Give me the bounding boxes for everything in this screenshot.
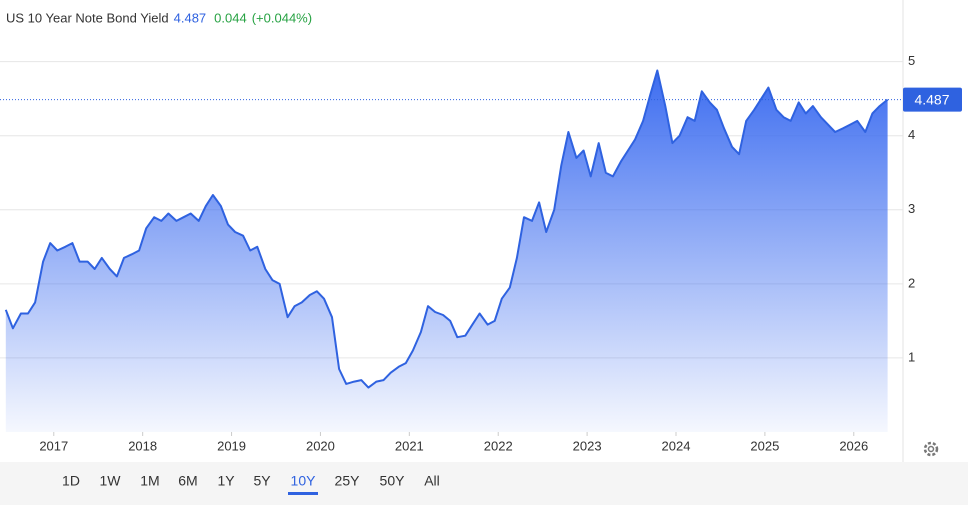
x-tick-label: 2023 xyxy=(573,438,602,453)
range-bar xyxy=(0,462,968,505)
range-button[interactable]: 1M xyxy=(140,473,159,489)
last-value-tag xyxy=(903,87,962,112)
range-button[interactable]: 1Y xyxy=(217,473,235,489)
range-button[interactable]: 1D xyxy=(62,473,80,489)
change-percent: (+0.044%) xyxy=(252,10,312,25)
range-selected-underline xyxy=(288,492,318,495)
y-tick-label: 2 xyxy=(908,275,915,290)
x-tick-label: 2025 xyxy=(750,438,779,453)
y-tick-label: 4 xyxy=(908,127,915,142)
x-tick-label: 2024 xyxy=(662,438,691,453)
x-tick-label: 2026 xyxy=(839,438,868,453)
range-button[interactable]: 5Y xyxy=(253,473,271,489)
x-tick-label: 2018 xyxy=(128,438,157,453)
range-button[interactable]: 10Y xyxy=(291,473,317,489)
range-button[interactable]: 6M xyxy=(178,473,197,489)
x-tick-label: 2020 xyxy=(306,438,335,453)
y-tick-label: 1 xyxy=(908,349,915,364)
range-button[interactable]: 50Y xyxy=(380,473,406,489)
x-tick-label: 2017 xyxy=(39,438,68,453)
x-tick-label: 2022 xyxy=(484,438,513,453)
y-tick-label: 5 xyxy=(908,53,915,68)
y-tick-label: 3 xyxy=(908,201,915,216)
range-button[interactable]: 25Y xyxy=(335,473,361,489)
range-button[interactable]: 1W xyxy=(100,473,122,489)
change: 0.044 xyxy=(214,10,247,25)
x-tick-label: 2021 xyxy=(395,438,424,453)
chart-title: US 10 Year Note Bond Yield xyxy=(6,10,169,25)
range-button[interactable]: All xyxy=(424,473,440,489)
last-value: 4.487 xyxy=(174,10,207,25)
last-value-tag-label: 4.487 xyxy=(914,91,949,107)
area-fill xyxy=(5,70,888,432)
line xyxy=(4,69,889,389)
settings-icon[interactable] xyxy=(923,441,939,457)
x-tick-label: 2019 xyxy=(217,438,246,453)
